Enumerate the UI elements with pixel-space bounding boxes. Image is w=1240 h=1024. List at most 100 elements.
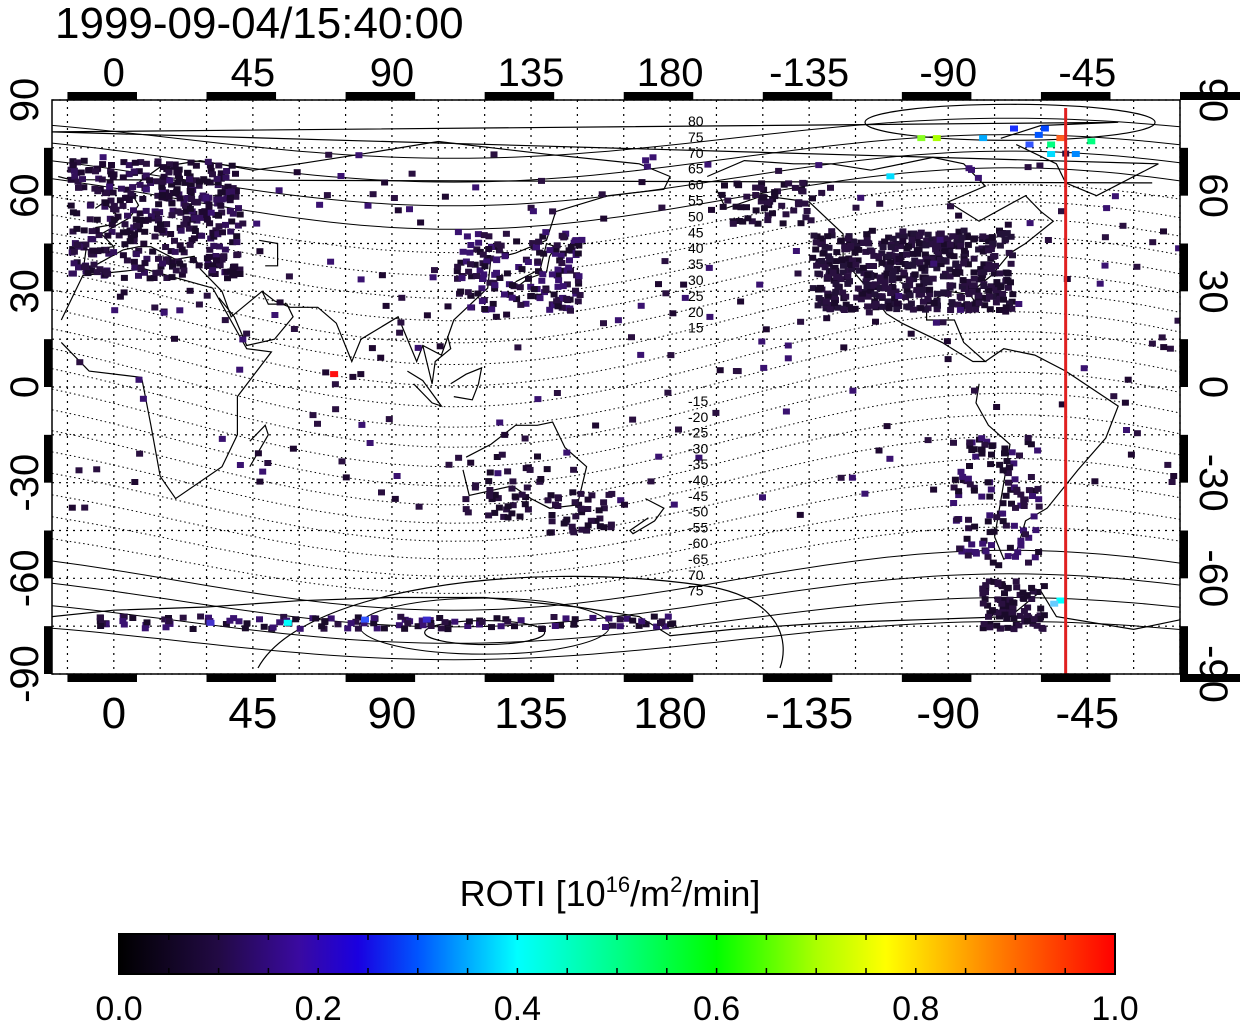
roti-pixel bbox=[323, 192, 331, 199]
roti-pixel bbox=[69, 228, 77, 235]
roti-pixel bbox=[876, 274, 884, 281]
roti-pixel bbox=[530, 286, 538, 293]
contour-label: 65 bbox=[688, 161, 704, 177]
roti-pixel bbox=[918, 265, 926, 272]
roti-pixel bbox=[895, 275, 903, 282]
roti-pixel bbox=[99, 161, 107, 168]
roti-pixel bbox=[509, 478, 517, 485]
roti-pixel bbox=[74, 178, 82, 185]
roti-pixel bbox=[309, 412, 317, 419]
roti-pixel bbox=[183, 195, 191, 202]
roti-pixel bbox=[1003, 230, 1011, 237]
contour-line bbox=[52, 117, 1180, 159]
coastline-segment bbox=[628, 498, 665, 535]
roti-pixel bbox=[228, 218, 236, 225]
roti-pixel bbox=[107, 197, 115, 204]
roti-pixel bbox=[824, 290, 832, 297]
roti-pixel bbox=[120, 613, 128, 620]
roti-pixel bbox=[485, 246, 493, 252]
roti-pixel bbox=[985, 261, 993, 268]
roti-pixel bbox=[93, 466, 101, 473]
roti-pixel bbox=[708, 206, 715, 213]
roti-pixel bbox=[176, 195, 184, 202]
roti-pixel bbox=[165, 615, 172, 621]
roti-pixel bbox=[210, 233, 218, 240]
roti-pixel bbox=[393, 473, 401, 479]
y-tick-label-right: -60 bbox=[1191, 549, 1235, 607]
roti-pixel bbox=[812, 239, 820, 246]
roti-pixel bbox=[390, 195, 398, 201]
coastline-segment bbox=[450, 366, 483, 401]
roti-pixel bbox=[236, 462, 244, 468]
roti-pixel bbox=[1033, 622, 1041, 629]
roti-pixel bbox=[903, 251, 910, 258]
roti-pixel bbox=[970, 487, 978, 494]
roti-pixel bbox=[1166, 345, 1174, 352]
roti-pixel bbox=[985, 238, 993, 245]
roti-pixel bbox=[536, 249, 544, 256]
roti-pixel bbox=[861, 490, 869, 497]
roti-pixel bbox=[867, 288, 875, 295]
roti-pixel bbox=[86, 202, 94, 209]
roti-pixel bbox=[169, 263, 176, 270]
roti-pixel bbox=[1009, 603, 1017, 610]
roti-pixel bbox=[982, 582, 990, 589]
roti-pixel bbox=[744, 215, 752, 222]
roti-pixel bbox=[162, 244, 170, 250]
roti-pixel bbox=[979, 585, 987, 592]
roti-pixel bbox=[577, 505, 585, 512]
roti-pixel bbox=[589, 614, 597, 621]
roti-pixel bbox=[999, 604, 1007, 611]
roti-pixel bbox=[998, 582, 1006, 589]
roti-pixel bbox=[360, 620, 368, 627]
roti-pixel bbox=[1001, 445, 1009, 452]
roti-pixel bbox=[523, 484, 531, 491]
roti-pixel bbox=[110, 171, 118, 178]
roti-pixel bbox=[146, 275, 154, 282]
roti-pixel bbox=[863, 231, 871, 238]
contour-label: -20 bbox=[688, 409, 708, 425]
roti-pixel bbox=[832, 258, 840, 265]
roti-pixel bbox=[201, 208, 209, 215]
roti-pixel bbox=[825, 260, 833, 267]
roti-pixel bbox=[951, 476, 959, 483]
roti-pixel bbox=[1034, 589, 1042, 595]
roti-pixel bbox=[890, 267, 898, 274]
y-tick-label-left: 90 bbox=[3, 78, 47, 123]
roti-pixel bbox=[354, 625, 362, 632]
roti-pixel bbox=[1012, 504, 1019, 511]
roti-pixel bbox=[554, 266, 562, 273]
roti-pixel bbox=[198, 214, 206, 221]
roti-pixel bbox=[233, 239, 241, 246]
roti-pixel bbox=[628, 334, 635, 341]
roti-pixel bbox=[560, 234, 568, 241]
roti-pixel bbox=[177, 227, 185, 234]
roti-pixel bbox=[1031, 554, 1039, 561]
x-tick-label-bottom: -90 bbox=[916, 689, 980, 738]
roti-pixel bbox=[887, 244, 895, 251]
colorbar-tick-label: 1.0 bbox=[1091, 990, 1138, 1024]
y-tick-label-left: -30 bbox=[3, 454, 47, 512]
roti-pixel bbox=[235, 618, 243, 625]
roti-pixel bbox=[909, 306, 917, 313]
roti-pixel bbox=[990, 578, 998, 585]
roti-pixel bbox=[191, 228, 199, 234]
roti-pixel bbox=[904, 261, 912, 268]
roti-pixel-high bbox=[886, 173, 895, 180]
frame-tick-bar bbox=[44, 147, 52, 196]
roti-pixel bbox=[463, 233, 471, 240]
roti-pixel bbox=[123, 186, 131, 193]
contour-label: -60 bbox=[688, 535, 708, 551]
roti-pixel bbox=[572, 237, 580, 244]
roti-pixel bbox=[895, 256, 903, 263]
roti-pixel bbox=[719, 203, 727, 210]
roti-pixel bbox=[881, 279, 889, 286]
roti-pixel bbox=[760, 194, 768, 201]
roti-pixel bbox=[254, 450, 262, 457]
roti-pixel bbox=[824, 293, 832, 300]
roti-pixel bbox=[983, 234, 991, 241]
roti-pixel bbox=[884, 298, 892, 305]
roti-pixel bbox=[950, 484, 958, 491]
roti-pixel bbox=[151, 304, 159, 311]
roti-pixel bbox=[605, 491, 613, 498]
